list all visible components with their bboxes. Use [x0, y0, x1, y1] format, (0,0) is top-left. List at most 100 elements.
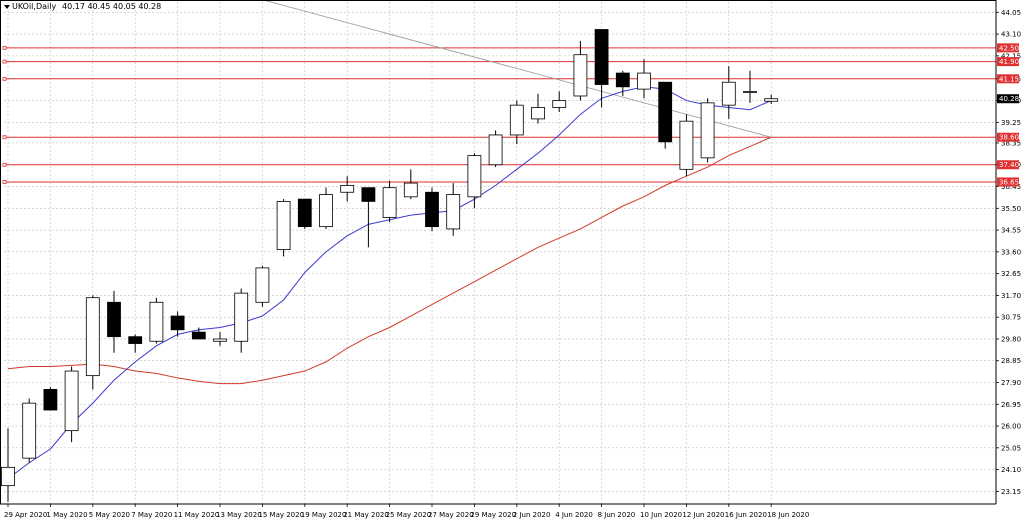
y-tick-label: 38.35: [1001, 139, 1021, 147]
y-tick-label: 29.80: [1001, 335, 1021, 343]
x-tick-label: 11 May 2020: [174, 511, 220, 519]
x-tick-label: 27 May 2020: [428, 511, 474, 519]
y-tick-label: 30.75: [1001, 314, 1021, 322]
y-tick-label: 31.70: [1001, 292, 1021, 300]
level-price-tag: [997, 74, 1019, 84]
candle: [637, 59, 651, 99]
level-anchor-handle[interactable]: [2, 162, 7, 167]
level-anchor-handle[interactable]: [2, 45, 7, 50]
candle: [340, 176, 355, 202]
grid: [4, 2, 996, 504]
current-price-label: 40.28: [999, 95, 1019, 103]
y-tick-label: 32.65: [1001, 270, 1021, 278]
level-labels: 42.50 41.90 41.15 38.60 37.40 36.65 40.28: [997, 43, 1019, 187]
candle-body: [637, 72, 651, 90]
level-price-label: 38.60: [999, 134, 1019, 142]
candle-body: [425, 191, 439, 228]
candle-body: [255, 267, 270, 303]
level-price-tag: [997, 177, 1019, 187]
y-tick-label: 25.05: [1001, 444, 1021, 452]
y-tick-label: 24.10: [1001, 466, 1021, 474]
x-tick-label: 7 May 2020: [131, 511, 172, 519]
y-tick-label: 26.00: [1001, 423, 1021, 431]
y-tick-label: 27.90: [1001, 379, 1021, 387]
x-tick-label: 1 May 2020: [46, 511, 87, 519]
level-price-label: 36.65: [999, 178, 1019, 186]
level-anchor-handle[interactable]: [2, 180, 7, 184]
x-tick-label: 5 May 2020: [89, 511, 130, 519]
y-tick-label: 44.05: [1001, 9, 1021, 17]
candle-body: [319, 194, 333, 228]
candle: [446, 183, 461, 236]
symbol-dropdown-icon[interactable]: [4, 5, 10, 9]
candle: [234, 288, 249, 353]
y-tick-label: 39.25: [1001, 119, 1021, 127]
candle: [1, 428, 15, 502]
symbol-label: UKOil,Daily: [12, 2, 56, 11]
x-tick-label: 12 Jun 2020: [682, 511, 724, 519]
candle-body: [213, 338, 227, 342]
candle: [552, 91, 567, 113]
candle-body: [446, 194, 461, 230]
candle: [382, 180, 397, 223]
x-tick-label: 4 Jun 2020: [555, 511, 593, 519]
candle: [22, 398, 37, 463]
candle: [128, 334, 143, 353]
x-tick-label: 13 May 2020: [216, 511, 262, 519]
candle-body: [170, 315, 185, 331]
candle: [425, 187, 439, 232]
candle-body: [764, 98, 779, 102]
x-tick-label: 15 May 2020: [258, 511, 304, 519]
candle-body: [615, 72, 630, 88]
candle-body: [276, 201, 291, 250]
x-tick-label: 2 Jun 2020: [513, 511, 551, 519]
y-tick-label: 42.15: [1001, 52, 1021, 60]
level-anchor-handle[interactable]: [2, 76, 7, 81]
candle-body: [340, 184, 355, 193]
candle: [255, 265, 270, 307]
candle-body: [191, 331, 206, 340]
level-price-tag: [997, 43, 1019, 53]
candle-body: [85, 297, 100, 377]
candle-body: [1, 466, 15, 487]
level-price-tag: [997, 57, 1019, 67]
candle: [594, 29, 609, 108]
candle: [658, 81, 673, 149]
candle-body: [361, 187, 376, 202]
candle-body: [658, 81, 673, 143]
candle: [509, 100, 524, 145]
candle-body: [22, 402, 37, 459]
candle: [403, 169, 418, 200]
candle: [213, 332, 227, 346]
level-anchor-handle[interactable]: [2, 135, 7, 140]
level-anchor-handle[interactable]: [2, 59, 7, 64]
candle-body: [297, 198, 312, 228]
candle: [721, 66, 736, 119]
y-tick-label: 35.50: [1001, 205, 1021, 213]
level-price-label: 37.40: [999, 161, 1019, 169]
level-price-tag: [997, 132, 1019, 142]
candle-body: [721, 81, 736, 106]
x-tick-label: 10 Jun 2020: [640, 511, 682, 519]
candle: [43, 387, 58, 411]
candle: [743, 70, 757, 103]
candles: [1, 29, 779, 502]
candle-body: [531, 107, 545, 120]
candle: [467, 153, 482, 209]
candle-body: [700, 102, 715, 159]
candle: [764, 94, 779, 105]
candle: [64, 366, 79, 443]
candle-body: [488, 134, 503, 166]
x-tick-label: 29 Apr 2020: [4, 511, 47, 519]
candle: [85, 295, 100, 390]
candle-body: [573, 54, 588, 97]
candle-body: [43, 388, 58, 411]
candle-body: [128, 336, 143, 344]
x-tick-label: 19 May 2020: [301, 511, 347, 519]
candle: [361, 187, 376, 248]
y-tick-label: 36.45: [1001, 183, 1021, 191]
current-price-tag: [997, 94, 1019, 104]
candle-body: [594, 29, 609, 85]
candle: [573, 40, 588, 101]
